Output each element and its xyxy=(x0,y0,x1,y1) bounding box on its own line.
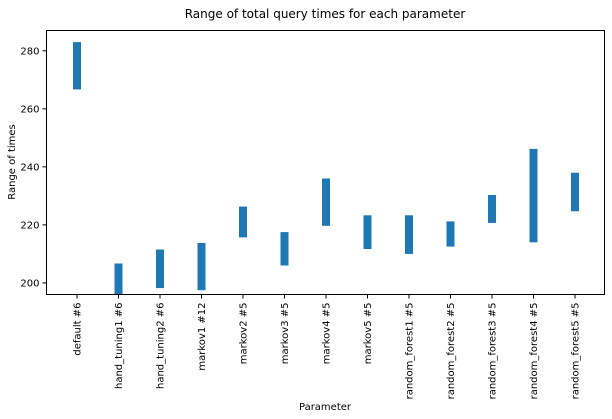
y-tick-label-1: 220 xyxy=(20,220,39,231)
y-tick-label-0: 200 xyxy=(20,278,39,289)
x-tick-label-6: markov4 #5 xyxy=(322,303,333,365)
y-axis-ticks: 200 220 240 260 280 xyxy=(20,46,47,289)
y-tick-label-2: 240 xyxy=(20,162,39,173)
x-tick-label-0: default #6 xyxy=(73,303,84,356)
bar-6 xyxy=(322,178,330,226)
x-tick-label-11: random_forest4 #5 xyxy=(529,303,540,400)
y-tick-label-3: 260 xyxy=(20,104,39,115)
bar-0 xyxy=(73,42,81,90)
bar-9 xyxy=(446,221,455,247)
chart-title: Range of total query times for each para… xyxy=(185,7,466,21)
x-tick-label-10: random_forest3 #5 xyxy=(488,303,499,400)
x-tick-label-2: hand_tuning2 #6 xyxy=(156,303,167,390)
x-tick-label-4: markov2 #5 xyxy=(239,303,250,365)
bar-3 xyxy=(197,242,206,291)
bar-1 xyxy=(114,263,123,295)
x-tick-label-3: markov1 #12 xyxy=(197,303,208,371)
bar-10 xyxy=(488,195,496,223)
bars-group xyxy=(73,42,579,295)
bar-11 xyxy=(529,148,538,243)
x-tick-label-12: random_forest5 #5 xyxy=(571,303,582,400)
x-tick-label-9: random_forest2 #5 xyxy=(446,303,457,400)
bar-7 xyxy=(363,215,372,249)
x-axis-ticks: default #6 hand_tuning1 #6 hand_tuning2 #6… xyxy=(73,294,582,400)
y-tick-label-4: 280 xyxy=(20,46,39,57)
bar-4 xyxy=(239,206,247,238)
x-tick-label-5: markov3 #5 xyxy=(280,303,291,365)
bar-12 xyxy=(571,172,579,212)
x-tick-label-8: random_forest1 #5 xyxy=(405,303,416,400)
x-tick-label-1: hand_tuning1 #6 xyxy=(114,303,125,390)
bar-2 xyxy=(156,249,164,289)
y-axis-label: Range of times xyxy=(7,124,18,200)
bar-5 xyxy=(280,232,289,266)
plot-frame xyxy=(46,30,605,295)
x-tick-label-7: markov5 #5 xyxy=(363,303,374,365)
x-axis-label: Parameter xyxy=(299,402,352,413)
bar-8 xyxy=(405,215,413,254)
